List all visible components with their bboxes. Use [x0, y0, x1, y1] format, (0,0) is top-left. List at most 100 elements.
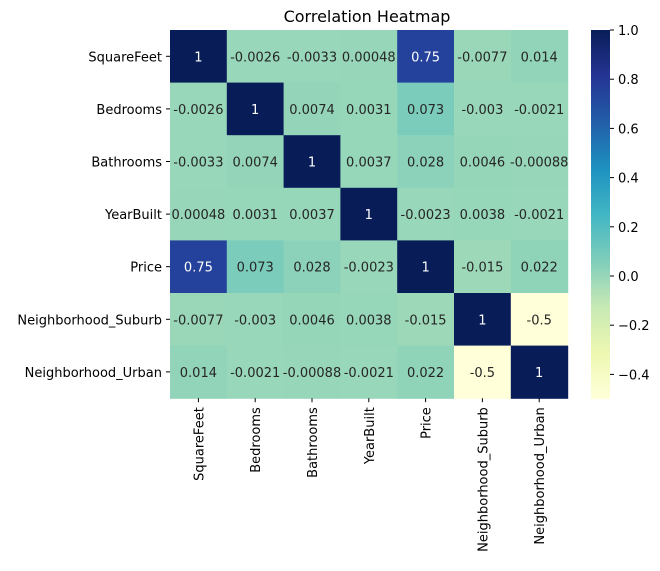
heatmap-cell	[283, 293, 341, 347]
y-tick-label: YearBuilt	[104, 208, 162, 223]
heatmap-cell	[397, 82, 455, 136]
heatmap-cell	[226, 30, 285, 84]
y-tick-label: Bathrooms	[91, 156, 162, 171]
cell-value-label: 0.073	[407, 103, 444, 118]
x-tick-labels: SquareFeet Bedrooms Bathrooms YearBuilt Pric…	[192, 398, 548, 552]
cell-value-label: 0.0074	[289, 103, 335, 118]
cell-value-label: -0.0077	[457, 50, 507, 65]
cell-value-label: 1	[535, 366, 543, 381]
cell-value-label: -0.0021	[514, 103, 564, 118]
colorbar-tick-label: 0.0	[618, 270, 639, 285]
cell-value-label: -0.0023	[401, 208, 451, 223]
y-tick-label: Neighborhood_Urban	[25, 366, 162, 381]
cell-value-label: 1	[365, 208, 373, 223]
cell-value-label: 0.073	[237, 261, 274, 276]
heatmap-cell	[510, 82, 569, 136]
cell-value-label: 0.022	[407, 366, 444, 381]
cell-value-label: 1	[478, 313, 486, 328]
colorbar-tick-label: 0.2	[618, 221, 639, 236]
y-tick-label: Price	[130, 261, 162, 276]
heatmap-cell	[283, 345, 341, 399]
cell-value-label: -0.015	[405, 313, 447, 328]
heatmap-cell	[170, 293, 228, 347]
cell-value-label: 0.028	[407, 156, 444, 171]
cell-value-label: -0.003	[234, 313, 276, 328]
heatmap-cell	[340, 345, 398, 399]
x-tick-label: YearBuilt	[363, 407, 378, 465]
heatmap-cell	[340, 30, 398, 84]
chart-title: Correlation Heatmap	[284, 7, 451, 26]
heatmap-cell	[397, 135, 455, 189]
x-tick-label: Neighborhood_Suburb	[476, 407, 491, 552]
x-tick-label: SquareFeet	[192, 407, 207, 481]
cell-value-label: 0.00048	[172, 208, 226, 223]
heatmap-cell	[454, 135, 512, 189]
heatmap-cell	[510, 345, 569, 399]
cell-value-label: 0.0046	[289, 313, 335, 328]
heatmap-cell	[226, 345, 285, 399]
cell-value-label: 0.0038	[460, 208, 506, 223]
heatmap-cell	[340, 240, 398, 294]
colorbar-tick-label: 0.6	[618, 122, 639, 137]
heatmap-cell	[226, 82, 285, 136]
cell-value-label: 0.0074	[232, 156, 278, 171]
heatmap-cell	[510, 240, 569, 294]
cell-value-label: -0.5	[527, 313, 552, 328]
x-tick-label: Bedrooms	[249, 407, 264, 473]
cell-value-label: 0.0046	[460, 156, 506, 171]
x-tick-label: Bathrooms	[306, 407, 321, 478]
colorbar-tick-label: 0.4	[618, 172, 639, 187]
heatmap-cell	[454, 30, 512, 84]
heatmap-cell	[510, 30, 569, 84]
colorbar-tick-label: 1.0	[618, 24, 639, 39]
cell-value-label: -0.003	[461, 103, 503, 118]
heatmap-cell	[454, 187, 512, 241]
heatmap-cell	[510, 293, 569, 347]
x-tick-label: Neighborhood_Urban	[533, 407, 548, 544]
cell-value-label: 0.028	[293, 261, 330, 276]
cell-value-label: 1	[194, 50, 202, 65]
heatmap-cell	[510, 187, 569, 241]
heatmap-cell	[283, 240, 341, 294]
heatmap-cell	[397, 240, 455, 294]
cell-value-label: -0.5	[470, 366, 495, 381]
heatmap-cell	[226, 187, 285, 241]
heatmap-cell	[454, 345, 512, 399]
heatmap-cell	[226, 135, 285, 189]
cell-value-label: -0.0077	[173, 313, 223, 328]
cell-value-label: 0.75	[184, 261, 213, 276]
cell-value-label: 0.0037	[289, 208, 335, 223]
colorbar: 1.0 0.8 0.6 0.4 0.2 0.0 −0.2 −0.4	[591, 24, 650, 399]
cell-value-label: -0.0021	[344, 366, 394, 381]
cell-value-label: 0.0037	[346, 156, 392, 171]
heatmap-cell	[170, 240, 228, 294]
cell-value-label: -0.015	[461, 261, 503, 276]
heatmap-cell	[170, 187, 228, 241]
cell-value-label: 0.014	[180, 366, 217, 381]
heatmap-cell	[283, 82, 341, 136]
cell-value-label: -0.0026	[173, 103, 223, 118]
colorbar-tick-label: −0.2	[618, 319, 650, 334]
heatmap-cell	[397, 293, 455, 347]
heatmap-cell	[340, 135, 398, 189]
heatmap-cell	[170, 30, 228, 84]
heatmap-cell	[170, 345, 228, 399]
cell-value-label: 1	[308, 156, 316, 171]
colorbar-tick-label: 0.8	[618, 73, 639, 88]
cell-value-label: -0.0033	[287, 50, 337, 65]
cell-value-label: 0.0038	[346, 313, 392, 328]
colorbar-tick-label: −0.4	[618, 368, 650, 383]
heatmap-cell	[454, 240, 512, 294]
cell-value-label: -0.0021	[514, 208, 564, 223]
x-tick-label: Price	[420, 407, 435, 439]
cell-value-label: 0.022	[521, 261, 558, 276]
heatmap-cell	[397, 30, 455, 84]
heatmap-cell	[340, 293, 398, 347]
heatmap-cell	[510, 135, 569, 189]
heatmap-cell	[454, 82, 512, 136]
cell-value-label: 0.0031	[346, 103, 392, 118]
colorbar-gradient	[591, 30, 610, 399]
cell-value-label: 1	[421, 261, 429, 276]
heatmap-cell	[283, 187, 341, 241]
heatmap-cell	[340, 82, 398, 136]
